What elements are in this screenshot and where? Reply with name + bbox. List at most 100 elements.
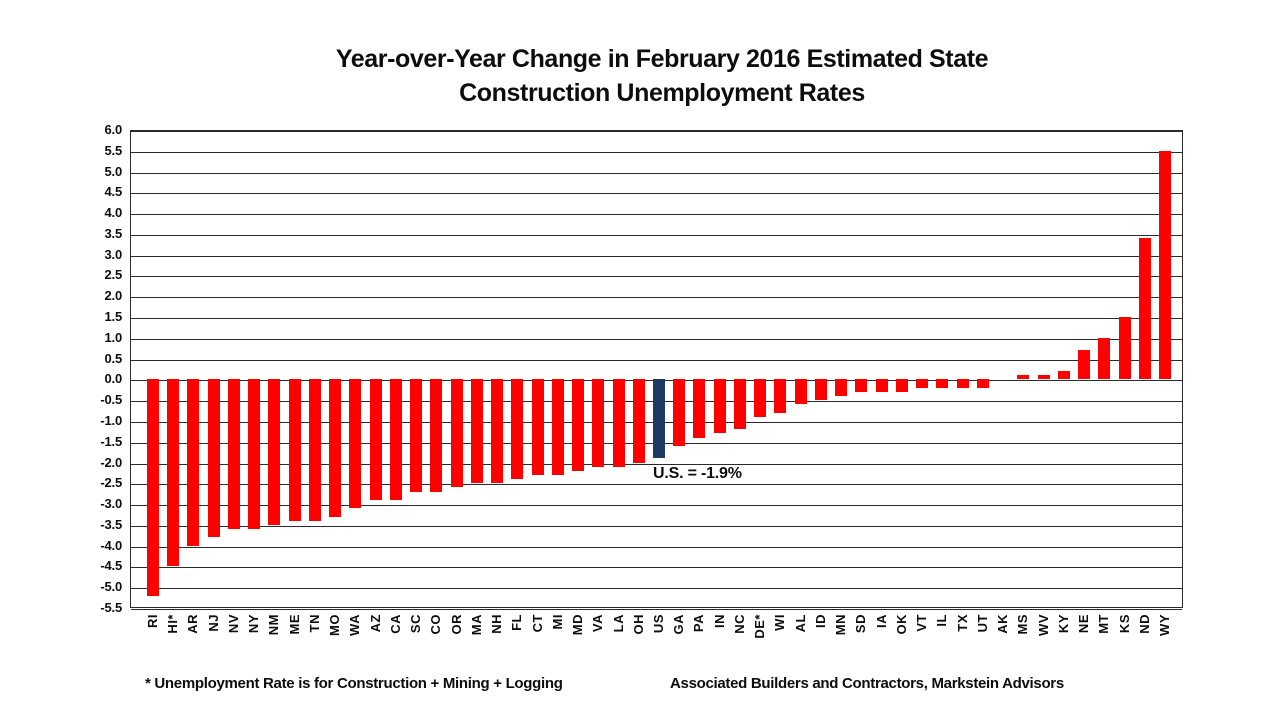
bar-IL <box>936 379 949 388</box>
gridline <box>131 193 1182 195</box>
y-axis-tick: -1.5 <box>100 433 122 449</box>
chart-title-line1: Year-over-Year Change in February 2016 E… <box>335 45 989 73</box>
bar-NJ <box>207 379 220 538</box>
gridline <box>131 234 1182 236</box>
y-axis-tick: 4.5 <box>104 184 123 200</box>
y-axis-tick: 6.0 <box>104 122 123 137</box>
bar-TN <box>308 379 321 521</box>
x-label-IA: IA <box>873 614 889 628</box>
gridline <box>131 505 1182 507</box>
bar-NM <box>268 379 281 525</box>
y-axis-tick: -4.0 <box>100 537 122 553</box>
plot-area <box>130 130 1183 610</box>
x-label-NH: NH <box>489 614 505 634</box>
x-label-MD: MD <box>570 614 586 636</box>
gridline <box>131 131 1182 132</box>
bar-WA <box>349 379 362 509</box>
x-label-SD: SD <box>853 614 869 634</box>
bar-MI <box>551 379 564 475</box>
gridline <box>131 567 1182 569</box>
x-label-AR: AR <box>185 614 201 634</box>
gridline <box>131 463 1182 465</box>
bar-TX <box>956 379 969 388</box>
x-label-AL: AL <box>792 614 808 633</box>
chart-title: Year-over-Year Change in February 2016 E… <box>22 42 1280 110</box>
x-label-MS: MS <box>1015 614 1031 635</box>
bar-KS <box>1118 317 1131 380</box>
x-label-WA: WA <box>347 614 363 636</box>
y-axis-tick: 5.0 <box>104 163 123 179</box>
y-axis-tick: 2.5 <box>104 267 123 283</box>
gridline <box>131 525 1182 527</box>
bar-MS <box>1017 375 1030 380</box>
bar-IA <box>875 379 888 392</box>
gridline <box>131 338 1182 340</box>
x-label-UT: UT <box>974 614 990 633</box>
y-axis-tick: -3.0 <box>100 496 122 512</box>
bar-VA <box>592 379 605 467</box>
bar-CT <box>531 379 544 475</box>
y-axis-tick: 5.5 <box>104 142 123 158</box>
gridline <box>131 484 1182 486</box>
bar-NY <box>248 379 261 530</box>
x-label-CT: CT <box>529 614 545 633</box>
bar-IN <box>713 379 726 434</box>
x-label-MN: MN <box>833 614 849 636</box>
footnote: * Unemployment Rate is for Construction … <box>145 675 563 692</box>
x-label-LA: LA <box>610 614 626 633</box>
bar-US <box>653 379 665 459</box>
x-label-GA: GA <box>671 614 687 635</box>
bar-NH <box>491 379 504 484</box>
bar-OR <box>450 379 463 488</box>
bar-WV <box>1037 375 1050 380</box>
x-label-TX: TX <box>954 614 970 632</box>
gridline <box>131 172 1182 174</box>
x-label-NC: NC <box>731 614 747 634</box>
gridline <box>131 297 1182 299</box>
y-axis-tick: 0.5 <box>104 350 123 366</box>
x-label-MO: MO <box>327 614 343 636</box>
x-label-ND: ND <box>1136 614 1152 634</box>
y-axis-tick: -2.0 <box>100 454 122 470</box>
y-axis-tick: -1.0 <box>100 412 122 428</box>
x-label-MT: MT <box>1096 614 1112 634</box>
x-label-SC: SC <box>408 614 424 634</box>
bar-ME <box>288 379 301 521</box>
x-label-AK: AK <box>995 614 1011 634</box>
x-label-US: US <box>651 614 666 634</box>
source-credit: Associated Builders and Contractors, Mar… <box>670 675 1064 692</box>
x-label-ME: ME <box>286 614 302 635</box>
x-label-KS: KS <box>1116 614 1132 634</box>
bar-UT <box>976 379 989 388</box>
x-label-KY: KY <box>1055 614 1071 634</box>
x-label-WY: WY <box>1157 614 1172 636</box>
bar-PA <box>693 379 706 438</box>
chart-title-line2: Construction Unemployment Rates <box>459 79 865 107</box>
bar-ND <box>1138 238 1151 380</box>
y-axis-tick: 3.5 <box>104 225 123 241</box>
bar-FL <box>511 379 524 480</box>
x-label-NJ: NJ <box>205 614 221 632</box>
x-label-RI: RI <box>145 614 160 628</box>
bar-VT <box>916 379 929 388</box>
bar-CA <box>389 379 402 500</box>
gridline <box>131 588 1182 590</box>
x-label-VA: VA <box>590 614 606 633</box>
x-label-TN: TN <box>306 614 322 633</box>
bar-AL <box>794 379 807 405</box>
bar-NE <box>1078 350 1091 380</box>
bar-CO <box>430 379 443 492</box>
y-axis-tick: 2.0 <box>104 288 123 304</box>
x-label-DE: DE* <box>752 614 768 639</box>
bar-SD <box>855 379 868 392</box>
bar-NV <box>227 379 240 530</box>
bar-HI <box>167 379 180 567</box>
bar-OH <box>632 379 645 463</box>
bar-OK <box>895 379 908 392</box>
x-label-IL: IL <box>934 614 950 627</box>
gridline <box>131 214 1182 216</box>
x-label-CO: CO <box>428 614 444 635</box>
us-value-annotation: U.S. = -1.9% <box>653 465 742 483</box>
bar-NC <box>733 379 746 430</box>
y-axis-tick: 3.0 <box>104 246 123 262</box>
